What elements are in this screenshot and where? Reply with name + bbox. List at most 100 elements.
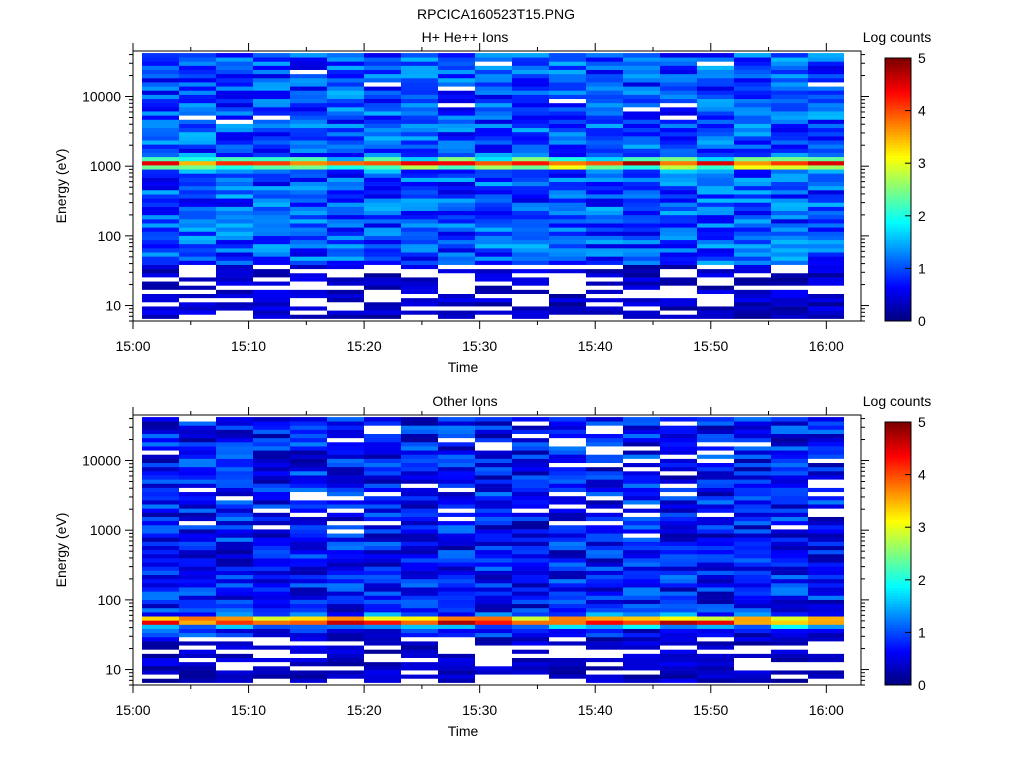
heatmap-cell: [697, 243, 734, 249]
heatmap-cell: [364, 595, 401, 600]
heatmap-cell: [734, 306, 771, 311]
heatmap-cell: [401, 314, 438, 319]
heatmap-cell: [290, 210, 327, 216]
heatmap-cell: [142, 678, 179, 683]
heatmap-cell: [327, 181, 364, 187]
heatmap-cell: [549, 260, 586, 265]
heatmap-cell: [660, 537, 697, 542]
heatmap-cell: [327, 578, 364, 584]
heatmap-cell: [290, 649, 327, 654]
heatmap-cell: [697, 595, 734, 600]
heatmap-cell: [290, 310, 327, 315]
heatmap-cell: [808, 632, 844, 638]
heatmap-cell: [253, 616, 290, 621]
heatmap-cell: [586, 479, 623, 484]
heatmap-cell: [327, 450, 364, 455]
heatmap-cell: [216, 264, 253, 270]
heatmap-cell: [179, 657, 216, 663]
heatmap-cell: [808, 57, 844, 62]
heatmap-cell: [549, 549, 586, 555]
heatmap-cell: [327, 235, 364, 241]
heatmap-cell: [475, 657, 512, 663]
heatmap-cell: [253, 102, 290, 108]
heatmap-cell: [364, 314, 401, 319]
heatmap-cell: [808, 243, 844, 249]
heatmap-cell: [401, 533, 438, 538]
heatmap-cell: [142, 429, 179, 434]
heatmap-cell: [771, 202, 808, 207]
heatmap-cell: [327, 152, 364, 158]
heatmap-cell: [808, 508, 844, 513]
heatmap-cell: [216, 591, 253, 596]
heatmap-cell: [364, 206, 401, 212]
heatmap-cell: [179, 181, 216, 187]
heatmap-cell: [512, 169, 549, 174]
heatmap-cell: [734, 293, 771, 299]
heatmap-cell: [808, 264, 844, 270]
heatmap-cell: [290, 289, 327, 294]
heatmap-cell: [586, 645, 623, 650]
heatmap-cell: [808, 239, 844, 245]
heatmap-cell: [475, 227, 512, 232]
heatmap-cell: [697, 277, 734, 282]
heatmap-cell: [549, 214, 586, 220]
heatmap-cell: [586, 111, 623, 116]
heatmap-cell: [586, 252, 623, 257]
heatmap-cell: [216, 433, 253, 439]
heatmap-cell: [623, 127, 660, 133]
heatmap-cell: [734, 86, 771, 91]
heatmap-cell: [364, 301, 401, 307]
heatmap-cell: [327, 441, 364, 447]
heatmap-cell: [290, 641, 327, 646]
heatmap-cell: [253, 169, 290, 174]
heatmap-cell: [512, 90, 549, 95]
heatmap-cell: [660, 462, 697, 468]
heatmap-cell: [512, 541, 549, 546]
heatmap-cell: [179, 131, 216, 137]
heatmap-cell: [734, 297, 771, 303]
heatmap-cell: [586, 636, 623, 642]
heatmap-cell: [771, 239, 808, 245]
heatmap-cell: [808, 310, 844, 315]
heatmap-cell: [734, 479, 771, 484]
heatmap-cell: [586, 450, 623, 455]
heatmap-cell: [475, 206, 512, 212]
heatmap-cell: [771, 446, 808, 451]
heatmap-cell: [697, 529, 734, 534]
colorbar-tick-label: 3: [918, 519, 926, 535]
heatmap-cell: [512, 466, 549, 472]
heatmap-cell: [475, 500, 512, 505]
heatmap-cell: [623, 553, 660, 559]
heatmap-cell: [660, 289, 697, 294]
heatmap-cell: [290, 185, 327, 191]
heatmap-cell: [586, 115, 623, 120]
heatmap-cell: [623, 533, 660, 538]
heatmap-cell: [364, 148, 401, 153]
heatmap-cell: [438, 268, 475, 274]
heatmap-cell: [660, 624, 697, 629]
heatmap-cell: [512, 495, 549, 501]
heatmap-cell: [401, 524, 438, 530]
heatmap-cell: [179, 90, 216, 95]
heatmap-cell: [808, 471, 844, 476]
heatmap-cell: [697, 82, 734, 87]
heatmap-cell: [512, 636, 549, 642]
heatmap-cell: [623, 570, 660, 576]
heatmap-cell: [549, 227, 586, 232]
heatmap-cell: [401, 210, 438, 216]
heatmap-cell: [401, 285, 438, 290]
heatmap-cell: [290, 127, 327, 133]
heatmap-cell: [142, 508, 179, 513]
heatmap-cell: [327, 545, 364, 551]
heatmap-cell: [734, 495, 771, 501]
heatmap-cell: [364, 487, 401, 493]
heatmap-cell: [512, 483, 549, 488]
heatmap-cell: [142, 520, 179, 526]
heatmap-cell: [697, 670, 734, 675]
heatmap-cell: [512, 462, 549, 468]
heatmap-cell: [401, 281, 438, 286]
heatmap-cell: [660, 111, 697, 116]
heatmap-cell: [438, 297, 475, 303]
heatmap-cell: [734, 206, 771, 212]
heatmap-cell: [549, 541, 586, 546]
